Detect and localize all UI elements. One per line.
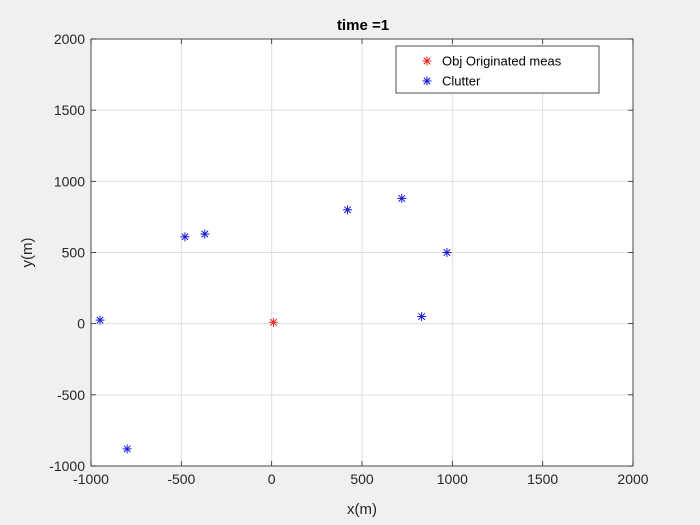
legend-label-obj-originated-meas: Obj Originated meas [442, 54, 562, 69]
obj-originated-meas-point [268, 317, 278, 327]
y-tick-label: 1000 [54, 173, 85, 189]
y-tick-label: 0 [77, 316, 85, 332]
x-tick-label: 1000 [437, 471, 468, 487]
y-tick-label: -500 [57, 387, 85, 403]
clutter-point [122, 444, 132, 454]
clutter-point [442, 248, 452, 257]
legend: Obj Originated meas Clutter [395, 45, 600, 94]
clutter-point [95, 315, 105, 325]
plot-frame [90, 38, 634, 467]
x-tick-label: 1500 [527, 471, 558, 487]
clutter-point [397, 193, 407, 203]
clutter-point [180, 232, 190, 242]
x-axis-ticks: -1000 -500 0 500 1000 1500 2000 [73, 39, 649, 487]
legend-label-clutter: Clutter [442, 74, 481, 89]
x-tick-label: 500 [350, 471, 374, 487]
legend-marker-clutter [422, 76, 432, 86]
legend-marker-obj-originated-meas [422, 56, 432, 66]
x-tick-label: -1000 [73, 471, 109, 487]
y-axis-label: y(m) [19, 238, 36, 268]
legend-box [395, 45, 600, 94]
chart-title: time =1 [337, 17, 389, 34]
x-tick-label: -500 [167, 471, 195, 487]
y-tick-label: 2000 [54, 31, 85, 47]
x-axis-label: x(m) [347, 501, 377, 518]
clutter-point [417, 312, 427, 322]
y-tick-label: 1500 [54, 102, 85, 118]
data-markers [95, 193, 452, 454]
clutter-point [343, 205, 353, 215]
y-axis-ticks: -1000 -500 0 500 1000 1500 2000 [49, 31, 633, 474]
clutter-point [200, 229, 210, 239]
x-tick-label: 0 [268, 471, 276, 487]
y-tick-label: -1000 [49, 458, 85, 474]
y-tick-label: 500 [62, 245, 86, 261]
x-tick-label: 2000 [617, 471, 648, 487]
